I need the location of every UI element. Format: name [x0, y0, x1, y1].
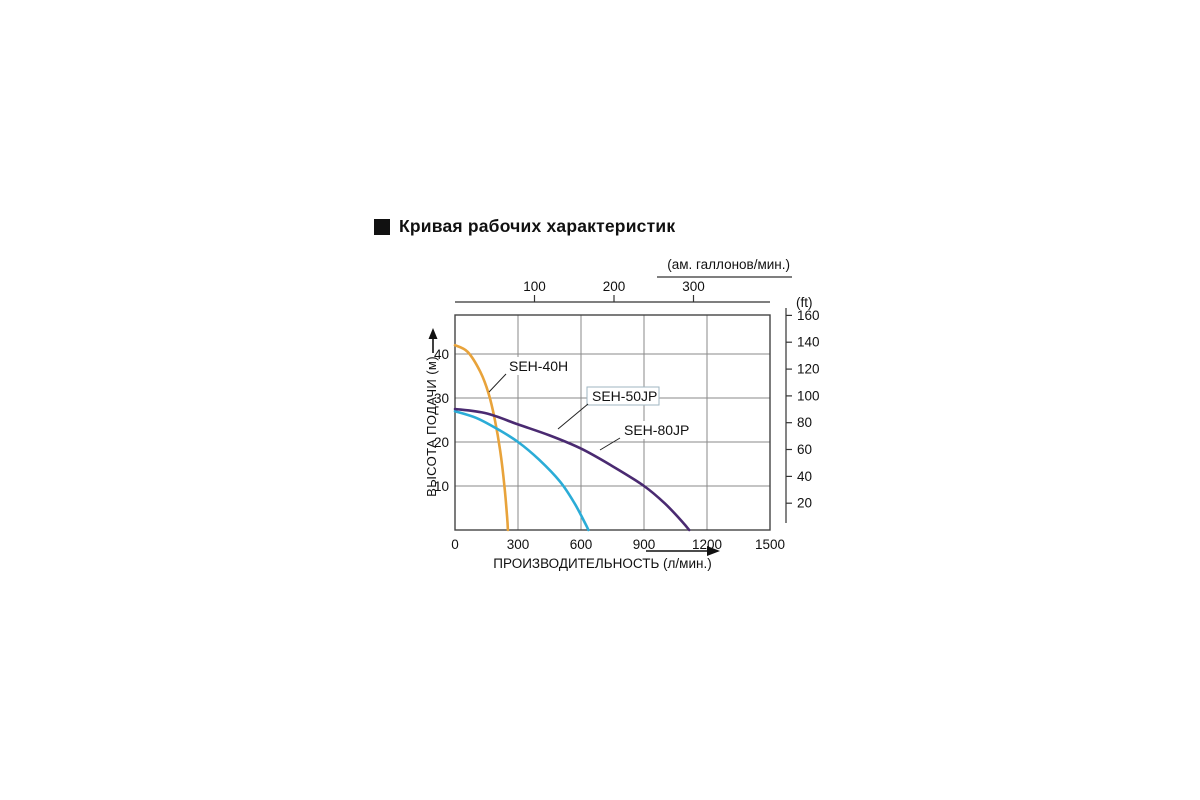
x-axis-tick-label: 1200 — [692, 537, 722, 552]
y-axis-arrow-icon — [428, 328, 438, 339]
right-axis-tick-label: 100 — [797, 388, 820, 403]
plot-border — [454, 314, 771, 531]
right-axis-tick-label: 160 — [797, 308, 820, 323]
series-label-box — [620, 421, 690, 439]
series-label-SEH-50JP: SEH-50JP — [592, 388, 657, 404]
series-label-SEH-40H: SEH-40H — [509, 358, 568, 374]
top-axis-tick-label: 300 — [682, 279, 705, 294]
right-axis-tick-label: 140 — [797, 335, 820, 350]
series-label-leader-line — [488, 373, 507, 393]
top-axis-unit-label: (ам. галлонов/мин.) — [667, 257, 790, 272]
x-axis-tick-label: 300 — [507, 537, 530, 552]
x-axis-label: ПРОИЗВОДИТЕЛЬНОСТЬ (л/мин.) — [493, 556, 712, 571]
y-axis-tick-label: 20 — [434, 435, 449, 450]
series-label-box — [586, 386, 660, 406]
right-axis-tick-label: 40 — [797, 469, 812, 484]
chart-title-row: Кривая рабочих характеристик — [374, 216, 675, 237]
curve-SEH-40H — [453, 343, 510, 532]
x-axis-tick-label: 600 — [570, 537, 593, 552]
series-label-box — [505, 357, 569, 375]
right-axis-tick-label: 80 — [797, 415, 812, 430]
x-axis-tick-label: 1500 — [755, 537, 785, 552]
right-axis-tick-label: 20 — [797, 496, 812, 511]
y-axis-label: ВЫСОТА ПОДАЧИ (м) — [424, 356, 439, 497]
x-axis-arrow-icon — [707, 546, 720, 556]
x-axis-tick-label: 0 — [451, 537, 459, 552]
right-axis-tick-label: 120 — [797, 362, 820, 377]
y-axis-tick-label: 10 — [434, 479, 449, 494]
y-axis-tick-label: 30 — [434, 391, 449, 406]
curve-SEH-50JP — [453, 409, 590, 532]
top-axis-tick-label: 200 — [603, 279, 626, 294]
series-label-SEH-80JP: SEH-80JP — [624, 422, 689, 438]
title-bullet-icon — [374, 218, 390, 235]
top-axis-tick-label: 100 — [523, 279, 546, 294]
right-axis-tick-label: 60 — [797, 442, 812, 457]
curve-SEH-80JP — [453, 407, 691, 532]
series-label-leader-line — [557, 403, 589, 430]
right-axis-unit-label: (ft) — [796, 295, 813, 310]
chart-title: Кривая рабочих характеристик — [399, 216, 676, 236]
x-axis-tick-label: 900 — [633, 537, 656, 552]
series-label-leader-line — [599, 437, 621, 451]
y-axis-tick-label: 40 — [434, 347, 449, 362]
